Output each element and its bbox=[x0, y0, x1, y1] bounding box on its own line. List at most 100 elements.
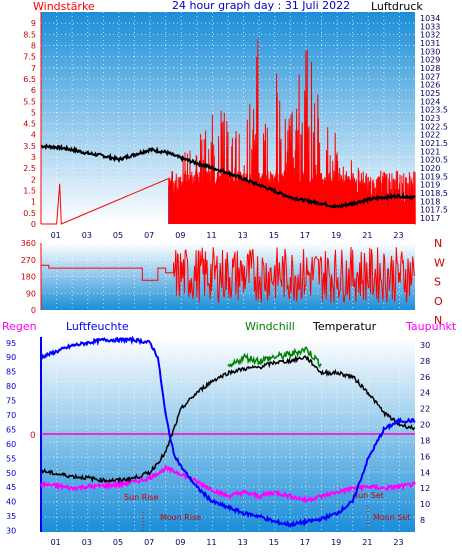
compass-label: S bbox=[434, 276, 441, 289]
x-tick-label: 19 bbox=[331, 538, 341, 547]
wind-y-ticks: 0 0.5 1 1.5 2 2.5 3 3.5 4 4.5 5 5.5 6 6.5 7 7.5 8 8.5 9 bbox=[23, 19, 36, 229]
legend-humidity: Luftfeuchte bbox=[66, 320, 129, 333]
pressure-y-tick: 1021 bbox=[420, 147, 440, 156]
wind-y-tick: 3 bbox=[31, 153, 36, 162]
x-tick-label: 11 bbox=[206, 538, 216, 547]
series-pressure bbox=[40, 143, 416, 209]
x-tick-label: 07 bbox=[144, 538, 154, 547]
wind-y-tick: 0.5 bbox=[23, 209, 36, 218]
humidity-y-tick: 80 bbox=[6, 382, 16, 391]
x-tick-label: 13 bbox=[238, 231, 248, 240]
pressure-y-tick: 1020 bbox=[420, 164, 440, 173]
temperature-y-tick: 18 bbox=[420, 436, 430, 445]
pressure-y-tick: 1020.5 bbox=[420, 156, 448, 165]
wind-y-tick: 5.5 bbox=[23, 97, 36, 106]
humidity-y-tick: 95 bbox=[6, 339, 16, 348]
x-tick-label: 05 bbox=[113, 231, 123, 240]
wind-y-tick: 5 bbox=[31, 108, 36, 117]
humidity-y-tick: 60 bbox=[6, 440, 16, 449]
humidity-y-tick: 55 bbox=[6, 454, 16, 463]
x-tick-label: 19 bbox=[331, 231, 341, 240]
x-tick-label: 17 bbox=[300, 538, 310, 547]
x-tick-label: 09 bbox=[175, 231, 185, 240]
pressure-y-tick: 1026 bbox=[420, 81, 440, 90]
pressure-y-tick: 1018 bbox=[420, 197, 440, 206]
x-tick-label: 03 bbox=[82, 231, 92, 240]
pressure-y-tick: 1023.5 bbox=[420, 106, 448, 115]
wind-y-tick: 3.5 bbox=[23, 142, 36, 151]
direction-y-tick: 0 bbox=[31, 306, 36, 315]
series-windchill bbox=[227, 345, 322, 368]
x-tick-label: 01 bbox=[51, 231, 61, 240]
humidity-y-tick: 50 bbox=[6, 469, 16, 478]
annotation-moon-set: Moon Set bbox=[373, 513, 410, 522]
legend-rain: Regen bbox=[2, 320, 37, 333]
annotation-moon-rise: Moon Rise bbox=[160, 513, 201, 522]
temperature-y-tick: 26 bbox=[420, 373, 430, 382]
wind-y-tick: 0 bbox=[31, 220, 36, 229]
humidity-y-tick: 30 bbox=[6, 527, 16, 536]
direction-y-tick: 90 bbox=[26, 289, 36, 298]
wind-y-tick: 6 bbox=[31, 86, 36, 95]
humidity-y-tick: 65 bbox=[6, 425, 16, 434]
direction-y-tick: 270 bbox=[21, 256, 36, 265]
temperature-y-tick: 20 bbox=[420, 421, 430, 430]
wind-axis-title: Windstärke bbox=[33, 0, 95, 13]
rain-zero-label: 0 bbox=[30, 431, 36, 441]
wind-y-tick: 1.5 bbox=[23, 187, 36, 196]
pressure-y-tick: 1019 bbox=[420, 181, 440, 190]
legend-dewpoint: Taupunkt bbox=[405, 320, 457, 333]
humidity-y-ticks: 30 35 40 45 50 55 60 65 70 75 80 85 90 95 bbox=[6, 339, 16, 536]
legend-temperature: Temperatur bbox=[312, 320, 377, 333]
humidity-y-tick: 85 bbox=[6, 368, 16, 377]
pressure-y-tick: 1021.5 bbox=[420, 139, 448, 148]
wind-y-tick: 2 bbox=[31, 175, 36, 184]
compass-label: N bbox=[434, 237, 442, 250]
wind-y-tick: 1 bbox=[31, 198, 36, 207]
series-dewpoint bbox=[40, 464, 416, 503]
x-tick-label: 07 bbox=[144, 231, 154, 240]
temperature-y-tick: 10 bbox=[420, 500, 430, 509]
pressure-y-tick: 1032 bbox=[420, 31, 440, 40]
x-tick-label: 05 bbox=[113, 538, 123, 547]
pressure-y-tick: 1019.5 bbox=[420, 172, 448, 181]
x-tick-label: 21 bbox=[362, 231, 372, 240]
humidity-y-tick: 35 bbox=[6, 512, 16, 521]
x-tick-label: 15 bbox=[269, 231, 279, 240]
pressure-axis-title: Luftdruck bbox=[371, 0, 423, 13]
humidity-y-tick: 70 bbox=[6, 411, 16, 420]
x-tick-label: 15 bbox=[269, 538, 279, 547]
temperature-y-ticks: 8 10 12 14 16 18 20 22 24 26 28 30 bbox=[420, 341, 430, 525]
humidity-x-ticks: 01 03 05 07 09 11 13 15 17 19 21 23 bbox=[51, 538, 404, 547]
annotation-sun-rise: Sun Rise bbox=[124, 493, 159, 502]
humidity-y-tick: 75 bbox=[6, 397, 16, 406]
compass-label: W bbox=[434, 256, 445, 269]
direction-y-ticks: 0 90 180 270 360 bbox=[21, 239, 36, 315]
direction-y-tick: 360 bbox=[21, 239, 36, 248]
wind-y-tick: 8.5 bbox=[23, 30, 36, 39]
x-tick-label: 21 bbox=[362, 538, 372, 547]
temperature-y-tick: 24 bbox=[420, 389, 430, 398]
temperature-y-tick: 14 bbox=[420, 468, 430, 477]
compass-label: O bbox=[434, 295, 443, 308]
pressure-y-tick: 1025 bbox=[420, 89, 440, 98]
wind-y-tick: 4.5 bbox=[23, 120, 36, 129]
wind-y-tick: 6.5 bbox=[23, 75, 36, 84]
humidity-y-tick: 40 bbox=[6, 498, 16, 507]
chart-title: 24 hour graph day : 31 Juli 2022 bbox=[172, 0, 350, 12]
pressure-y-tick: 1030 bbox=[420, 47, 440, 56]
x-tick-label: 09 bbox=[175, 538, 185, 547]
pressure-y-tick: 1018.5 bbox=[420, 189, 448, 198]
temperature-y-tick: 28 bbox=[420, 357, 430, 366]
temperature-y-tick: 22 bbox=[420, 405, 430, 414]
pressure-y-tick: 1017 bbox=[420, 214, 440, 223]
wind-y-tick: 9 bbox=[31, 19, 36, 28]
pressure-y-tick: 1028 bbox=[420, 64, 440, 73]
x-tick-label: 13 bbox=[238, 538, 248, 547]
legend-windchill: Windchill bbox=[245, 320, 295, 333]
pressure-y-tick: 1027 bbox=[420, 72, 440, 81]
x-tick-label: 03 bbox=[82, 538, 92, 547]
x-tick-label: 17 bbox=[300, 231, 310, 240]
